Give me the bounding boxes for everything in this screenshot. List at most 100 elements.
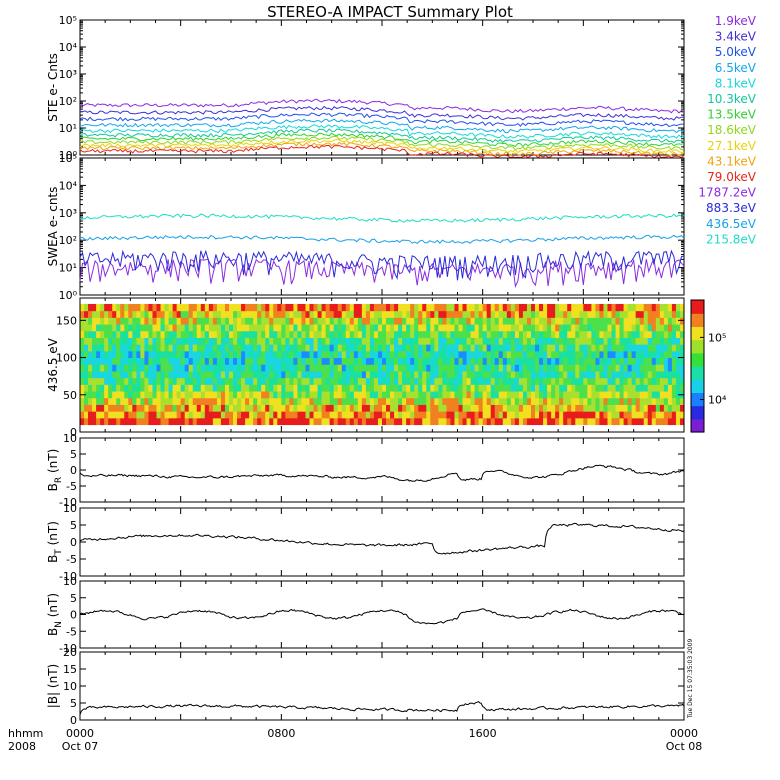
- heatmap-cell: [325, 417, 331, 426]
- heatmap-cell: [108, 337, 113, 345]
- heatmap-cell: [651, 350, 657, 359]
- heatmap-cell: [281, 330, 286, 338]
- heatmap-cell: [180, 303, 186, 312]
- heatmap-cell: [176, 364, 182, 372]
- heatmap-cell: [482, 377, 488, 385]
- heatmap-cell: [136, 310, 141, 318]
- heatmap-cell: [446, 344, 451, 352]
- heatmap-cell: [559, 417, 564, 426]
- heatmap-cell: [502, 417, 508, 426]
- heatmap-cell: [325, 310, 331, 318]
- heatmap-cell: [567, 324, 572, 332]
- swea-ylabel: SWEA e- cnts: [46, 187, 60, 267]
- y-tick-label: -5: [66, 625, 77, 638]
- heatmap-cell: [607, 303, 613, 312]
- heatmap-cell: [422, 384, 427, 392]
- heatmap-cell: [152, 377, 158, 385]
- heatmap-cell: [337, 310, 343, 318]
- heatmap-cell: [655, 350, 661, 359]
- heatmap-cell: [144, 411, 149, 419]
- heatmap-cell: [543, 364, 548, 372]
- heatmap-cell: [261, 384, 266, 392]
- heatmap-cell: [482, 370, 488, 379]
- heatmap-cell: [273, 337, 278, 345]
- heatmap-cell: [92, 324, 97, 332]
- heatmap-cell: [510, 344, 516, 352]
- heatmap-cell: [277, 350, 282, 359]
- heatmap-cell: [579, 397, 584, 405]
- heatmap-cell: [180, 330, 186, 338]
- heatmap-cell: [265, 330, 270, 338]
- heatmap-cell: [176, 397, 182, 405]
- heatmap-cell: [390, 397, 395, 405]
- heatmap-cell: [373, 370, 379, 379]
- heatmap-cell: [84, 303, 89, 312]
- heatmap-cell: [369, 364, 375, 372]
- heatmap-cell: [394, 337, 399, 345]
- heatmap-cell: [132, 417, 137, 426]
- heatmap-cell: [373, 330, 379, 338]
- heatmap-cell: [108, 417, 113, 426]
- heatmap-cell: [196, 370, 202, 379]
- heatmap-cell: [377, 350, 383, 359]
- heatmap-cell: [390, 404, 395, 412]
- heatmap-cell: [474, 370, 480, 379]
- heatmap-cell: [442, 384, 447, 392]
- heatmap-cell: [305, 330, 311, 338]
- heatmap-cell: [502, 411, 508, 419]
- heatmap-cell: [643, 317, 649, 325]
- heatmap-cell: [490, 337, 496, 345]
- heatmap-cell: [289, 364, 294, 372]
- heatmap-cell: [402, 317, 407, 325]
- heatmap-cell: [607, 317, 613, 325]
- heatmap-cell: [108, 404, 113, 412]
- heatmap-cell: [555, 310, 560, 318]
- y-tick-label: 10¹: [59, 122, 77, 135]
- heatmap-cell: [571, 317, 576, 325]
- heatmap-cell: [289, 344, 294, 352]
- heatmap-cell: [80, 330, 85, 338]
- heatmap-cell: [180, 391, 186, 399]
- heatmap-cell: [369, 417, 375, 426]
- heatmap-cell: [422, 377, 427, 385]
- heatmap-cell: [450, 357, 455, 365]
- heatmap-cell: [659, 384, 665, 392]
- heatmap-cell: [160, 411, 166, 419]
- heatmap-cell: [462, 330, 468, 338]
- heatmap-cell: [317, 384, 323, 392]
- heatmap-cell: [184, 337, 190, 345]
- heatmap-cell: [382, 317, 387, 325]
- heatmap-cell: [490, 357, 496, 365]
- heatmap-cell: [567, 397, 572, 405]
- heatmap-cell: [261, 417, 266, 426]
- heatmap-cell: [357, 337, 363, 345]
- heatmap-cell: [543, 411, 548, 419]
- heatmap-cell: [430, 404, 435, 412]
- heatmap-cell: [482, 357, 488, 365]
- heatmap-cell: [458, 357, 464, 365]
- heatmap-cell: [583, 330, 588, 338]
- heatmap-cell: [261, 364, 266, 372]
- heatmap-cell: [623, 384, 629, 392]
- y-tick-label: 10: [63, 502, 77, 515]
- heatmap-cell: [595, 310, 600, 318]
- heatmap-cell: [237, 417, 242, 426]
- heatmap-cell: [450, 324, 455, 332]
- heatmap-cell: [293, 303, 298, 312]
- heatmap-cell: [466, 317, 472, 325]
- heatmap-cell: [643, 404, 649, 412]
- heatmap-cell: [591, 404, 596, 412]
- heatmap-cell: [208, 337, 214, 345]
- heatmap-cell: [583, 303, 588, 312]
- heatmap-cell: [289, 397, 294, 405]
- heatmap-cell: [224, 317, 230, 325]
- heatmap-cell: [293, 337, 298, 345]
- heatmap-cell: [104, 303, 109, 312]
- heatmap-cell: [84, 377, 89, 385]
- heatmap-cell: [458, 344, 464, 352]
- heatmap-cell: [277, 344, 282, 352]
- heatmap-cell: [402, 303, 407, 312]
- heatmap-cell: [394, 350, 399, 359]
- heatmap-cell: [220, 330, 226, 338]
- heatmap-cell: [220, 370, 226, 379]
